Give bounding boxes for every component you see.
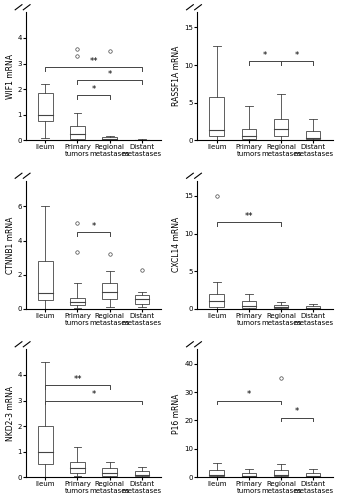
Bar xyxy=(306,131,321,140)
Text: *: * xyxy=(295,51,299,60)
Bar xyxy=(70,298,85,306)
Text: **: ** xyxy=(73,375,82,384)
Bar xyxy=(274,470,288,476)
Text: *: * xyxy=(91,86,96,94)
Bar xyxy=(242,301,256,308)
Y-axis label: RASSF1A mRNA: RASSF1A mRNA xyxy=(173,46,181,106)
Bar xyxy=(70,462,85,473)
Bar xyxy=(242,129,256,140)
Bar xyxy=(209,96,224,136)
Text: *: * xyxy=(91,390,96,400)
Bar xyxy=(102,283,117,298)
Bar xyxy=(135,295,149,304)
Bar xyxy=(70,126,85,139)
Text: **: ** xyxy=(89,57,98,66)
Bar xyxy=(38,426,53,465)
Bar xyxy=(209,470,224,476)
Y-axis label: WIF1 mRNA: WIF1 mRNA xyxy=(5,54,15,99)
Bar xyxy=(274,305,288,308)
Text: *: * xyxy=(295,408,299,416)
Y-axis label: CXCL14 mRNA: CXCL14 mRNA xyxy=(173,217,181,272)
Bar xyxy=(38,261,53,300)
Y-axis label: NKD2-3 mRNA: NKD2-3 mRNA xyxy=(5,386,15,441)
Bar xyxy=(135,471,149,476)
Bar xyxy=(209,294,224,306)
Bar xyxy=(102,468,117,476)
Y-axis label: P16 mRNA: P16 mRNA xyxy=(173,393,181,434)
Y-axis label: CTNNB1 mRNA: CTNNB1 mRNA xyxy=(5,216,15,274)
Bar xyxy=(38,93,53,121)
Bar xyxy=(306,306,321,308)
Text: *: * xyxy=(263,51,267,60)
Text: *: * xyxy=(107,70,112,79)
Bar xyxy=(306,473,321,476)
Bar xyxy=(102,137,117,140)
Text: *: * xyxy=(91,222,96,231)
Text: *: * xyxy=(247,390,251,400)
Bar xyxy=(242,473,256,476)
Bar xyxy=(274,119,288,136)
Text: **: ** xyxy=(244,212,253,221)
